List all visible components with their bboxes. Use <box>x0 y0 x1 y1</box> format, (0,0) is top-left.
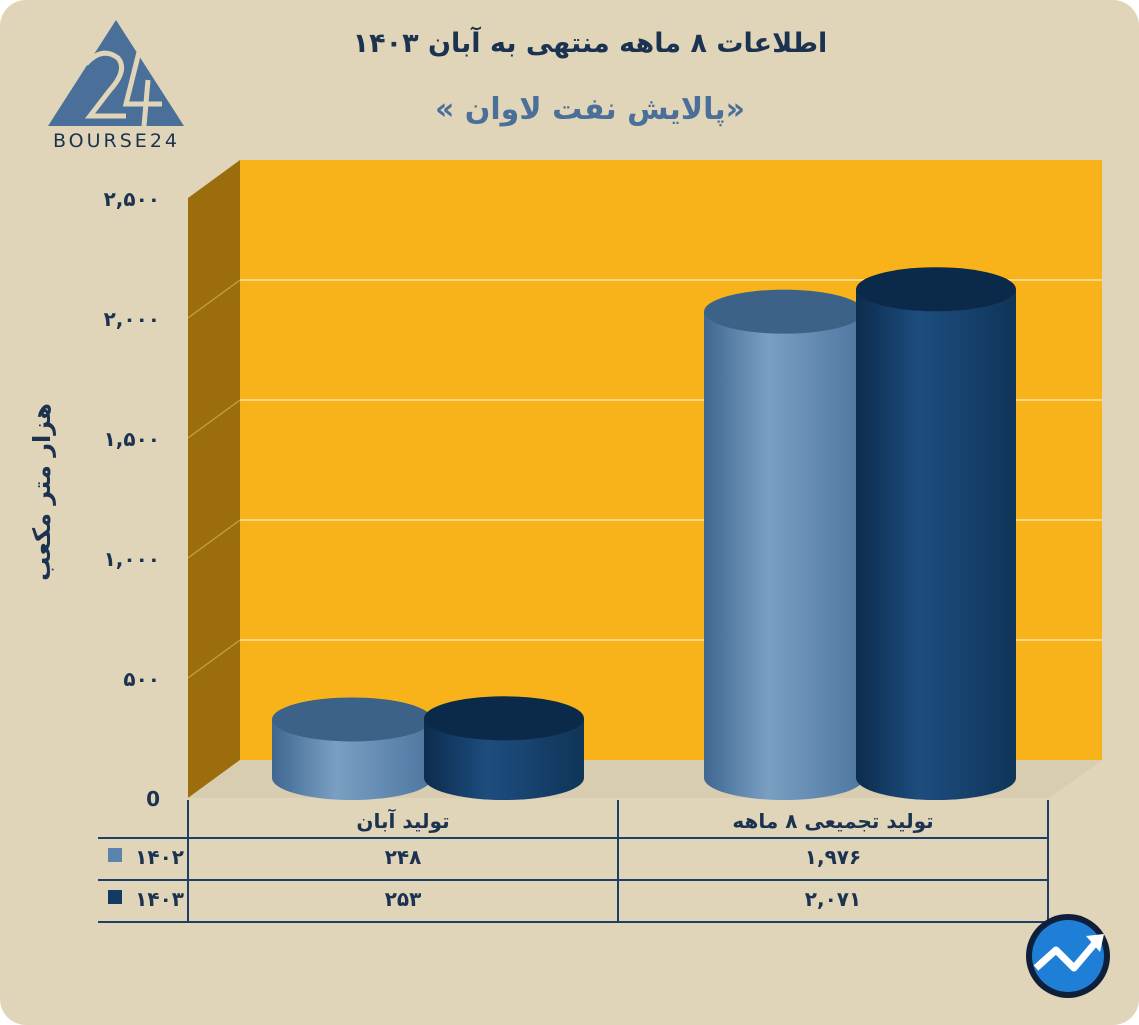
bar-top <box>704 289 864 334</box>
bar-0-0 <box>272 697 432 800</box>
y-tick-label: ۲,۰۰۰ <box>104 307 160 331</box>
bar-body <box>704 311 864 800</box>
bar-top <box>856 267 1016 312</box>
gridline-side <box>187 279 241 319</box>
logo-text: BOURSE24 <box>52 130 180 152</box>
data-label: ۱,۹۷۶ <box>805 845 861 869</box>
data-label: ۲۴۸ <box>385 845 422 869</box>
data-label: ۲۵۳ <box>385 887 422 911</box>
y-tick-label: ۱,۵۰۰ <box>104 427 160 451</box>
gridline-side <box>187 519 241 559</box>
y-tick-label: ۵۰۰ <box>123 667 160 691</box>
y-tick-label: ۱,۰۰۰ <box>104 547 160 571</box>
data-label: ۲,۰۷۱ <box>805 887 861 911</box>
category-label: تولید تجمیعی ۸ ماهه <box>732 809 933 833</box>
bar-top <box>272 697 432 742</box>
gridline-side <box>187 639 241 679</box>
bar-body <box>424 718 584 800</box>
gridline-side <box>187 399 241 439</box>
bar-body <box>272 719 432 800</box>
chart-title: اطلاعات ۸ ماهه منتهی به آبان ۱۴۰۳ <box>352 28 828 59</box>
legend-label: ۱۴۰۲ <box>135 845 184 869</box>
y-tick-label: ۲,۵۰۰ <box>104 187 160 211</box>
plot-side-wall <box>188 160 240 798</box>
category-label: تولید آبان <box>356 808 449 833</box>
y-tick-label: 0 <box>146 787 160 811</box>
legend-swatch <box>108 890 122 904</box>
chart-subtitle: «پالایش نفت لاوان » <box>434 92 746 127</box>
bar-1-0 <box>424 696 584 800</box>
bar-top <box>424 696 584 741</box>
bar-1-1 <box>856 267 1016 800</box>
y-axis-label: هزار متر مکعب <box>28 403 56 581</box>
legend-label: ۱۴۰۳ <box>135 887 184 911</box>
bar-body <box>856 289 1016 800</box>
bourse24-logo <box>48 20 184 127</box>
bar-0-1 <box>704 289 864 800</box>
legend-swatch <box>108 848 122 862</box>
trend-arrow-icon[interactable] <box>1024 912 1112 1000</box>
